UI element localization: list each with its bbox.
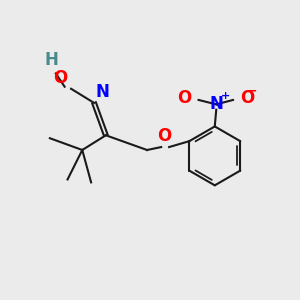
Text: O: O (53, 69, 68, 87)
Text: O: O (158, 127, 172, 145)
Text: O: O (240, 89, 254, 107)
Text: N: N (209, 95, 223, 113)
Text: −: − (247, 85, 257, 98)
Text: O: O (178, 89, 192, 107)
Text: H: H (44, 51, 58, 69)
Text: N: N (95, 83, 110, 101)
Text: +: + (220, 91, 230, 100)
